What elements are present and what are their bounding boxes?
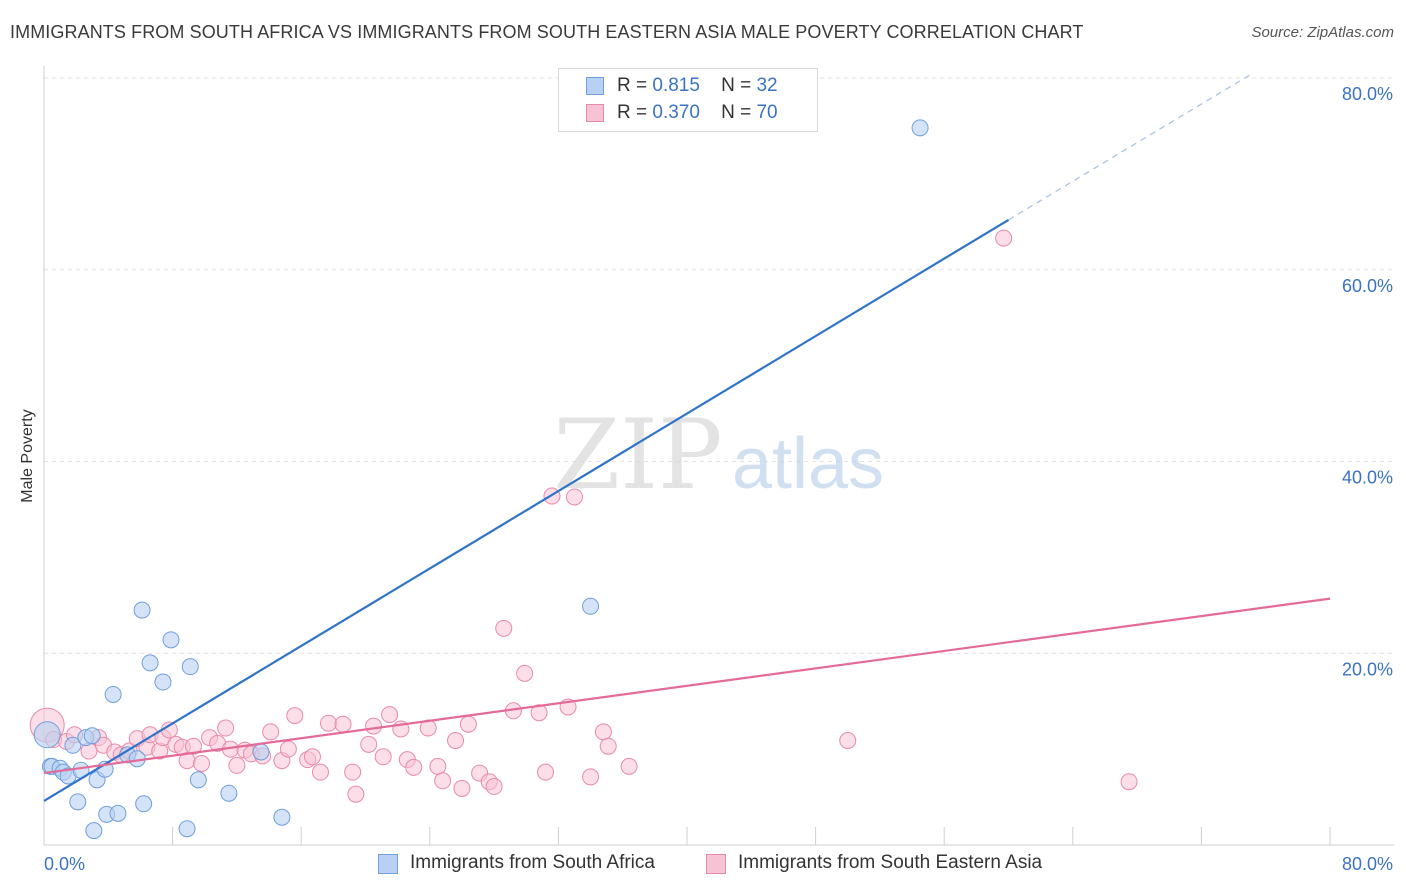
data-point-south-eastern-asia — [374, 748, 392, 766]
data-point-south-eastern-asia — [334, 715, 352, 733]
data-point-south-africa — [220, 784, 238, 802]
legend-r-label: R = — [617, 102, 648, 123]
data-point-south-eastern-asia — [381, 706, 399, 724]
data-point-south-eastern-asia — [303, 748, 321, 766]
data-point-south-eastern-asia — [530, 704, 548, 722]
legend-n-value: 32 — [756, 75, 778, 96]
data-point-south-africa — [582, 597, 600, 615]
source-label: Source: ZipAtlas.com — [1251, 24, 1394, 41]
legend-label: Immigrants from South Africa — [410, 852, 655, 873]
grid — [44, 77, 1394, 654]
x-tick-label: 0.0% — [44, 854, 85, 874]
data-point-south-africa — [911, 119, 929, 137]
trend-line-south-africa-extension — [1008, 74, 1250, 221]
data-point-south-africa — [273, 808, 291, 826]
data-point-south-eastern-asia — [599, 737, 617, 755]
correlation-legend: R = 0.815 N = 32 R = 0.370 N = 70 — [558, 68, 818, 132]
data-point-south-eastern-asia — [429, 757, 447, 775]
data-point-south-eastern-asia — [516, 664, 534, 682]
data-point-south-eastern-asia — [286, 707, 304, 725]
y-tick-label: 80.0% — [1342, 84, 1393, 104]
data-point-south-africa — [252, 743, 270, 761]
series-south-eastern-asia-points — [29, 229, 1138, 803]
legend-r-value: 0.815 — [652, 75, 700, 96]
data-point-south-eastern-asia — [184, 737, 202, 755]
data-point-south-eastern-asia — [620, 757, 638, 775]
x-tick-label: 80.0% — [1342, 854, 1393, 874]
data-point-south-eastern-asia — [228, 756, 246, 774]
legend-label: Immigrants from South Eastern Asia — [738, 852, 1043, 873]
y-axis-label: Male Poverty — [19, 409, 36, 503]
chart-title: IMMIGRANTS FROM SOUTH AFRICA VS IMMIGRAN… — [10, 22, 1084, 42]
data-point-south-africa — [141, 654, 159, 672]
data-point-south-africa — [109, 804, 127, 822]
data-point-south-africa — [69, 793, 87, 811]
data-point-south-eastern-asia — [434, 772, 452, 790]
legend-swatch-blue — [378, 854, 398, 874]
data-point-south-africa — [178, 820, 196, 838]
data-point-south-eastern-asia — [459, 715, 477, 733]
data-point-south-eastern-asia — [447, 731, 465, 749]
data-point-south-eastern-asia — [262, 723, 280, 741]
data-point-south-eastern-asia — [279, 740, 297, 758]
legend-r-value: 0.370 — [652, 102, 700, 123]
data-point-south-africa — [135, 795, 153, 813]
legend-n-value: 70 — [756, 102, 778, 123]
watermark: ZIP atlas — [553, 399, 884, 511]
data-point-south-eastern-asia — [537, 763, 555, 781]
trend-lines — [43, 74, 1331, 802]
data-point-south-eastern-asia — [453, 779, 471, 797]
y-tick-label: 20.0% — [1342, 659, 1393, 679]
data-point-south-eastern-asia — [995, 229, 1013, 247]
y-tick-label: 60.0% — [1342, 276, 1393, 296]
data-point-south-eastern-asia — [565, 488, 583, 506]
data-point-south-eastern-asia — [365, 717, 383, 735]
data-point-south-africa — [85, 822, 103, 840]
data-point-south-africa — [133, 601, 151, 619]
data-point-south-eastern-asia — [311, 763, 329, 781]
data-point-south-africa — [83, 727, 101, 745]
legend-swatch-pink — [586, 104, 604, 122]
data-point-south-eastern-asia — [360, 735, 378, 753]
data-point-south-eastern-asia — [594, 723, 612, 741]
data-point-south-africa — [104, 685, 122, 703]
data-point-south-africa — [33, 721, 61, 749]
watermark-atlas: atlas — [732, 424, 884, 504]
tick-labels: 20.0% 40.0% 60.0% 80.0% 0.0% 80.0% — [44, 84, 1393, 874]
legend-n-label: N = — [721, 102, 752, 123]
data-point-south-africa — [189, 771, 207, 789]
trend-line-south-africa — [43, 218, 1010, 802]
data-point-south-eastern-asia — [347, 785, 365, 803]
data-point-south-africa — [162, 631, 180, 649]
legend-r-label: R = — [617, 75, 648, 96]
data-point-south-eastern-asia — [405, 758, 423, 776]
series-legend: Immigrants from South Africa Immigrants … — [0, 851, 1406, 877]
data-point-south-eastern-asia — [485, 778, 503, 796]
series-south-africa-points — [33, 119, 929, 840]
legend-swatch-pink — [706, 854, 726, 874]
data-point-south-africa — [181, 658, 199, 676]
trend-line-south-eastern-asia — [43, 597, 1331, 775]
data-point-south-africa — [154, 673, 172, 691]
data-point-south-eastern-asia — [495, 619, 513, 637]
data-point-south-eastern-asia — [193, 755, 211, 773]
data-point-south-eastern-asia — [839, 731, 857, 749]
data-point-south-eastern-asia — [320, 714, 338, 732]
y-tick-label: 40.0% — [1342, 468, 1393, 488]
data-point-south-eastern-asia — [217, 719, 235, 737]
data-point-south-eastern-asia — [1120, 773, 1138, 791]
legend-swatch-blue — [586, 77, 604, 95]
data-point-south-africa — [64, 736, 82, 754]
data-point-south-eastern-asia — [344, 763, 362, 781]
legend-n-label: N = — [721, 75, 752, 96]
data-point-south-eastern-asia — [582, 768, 600, 786]
